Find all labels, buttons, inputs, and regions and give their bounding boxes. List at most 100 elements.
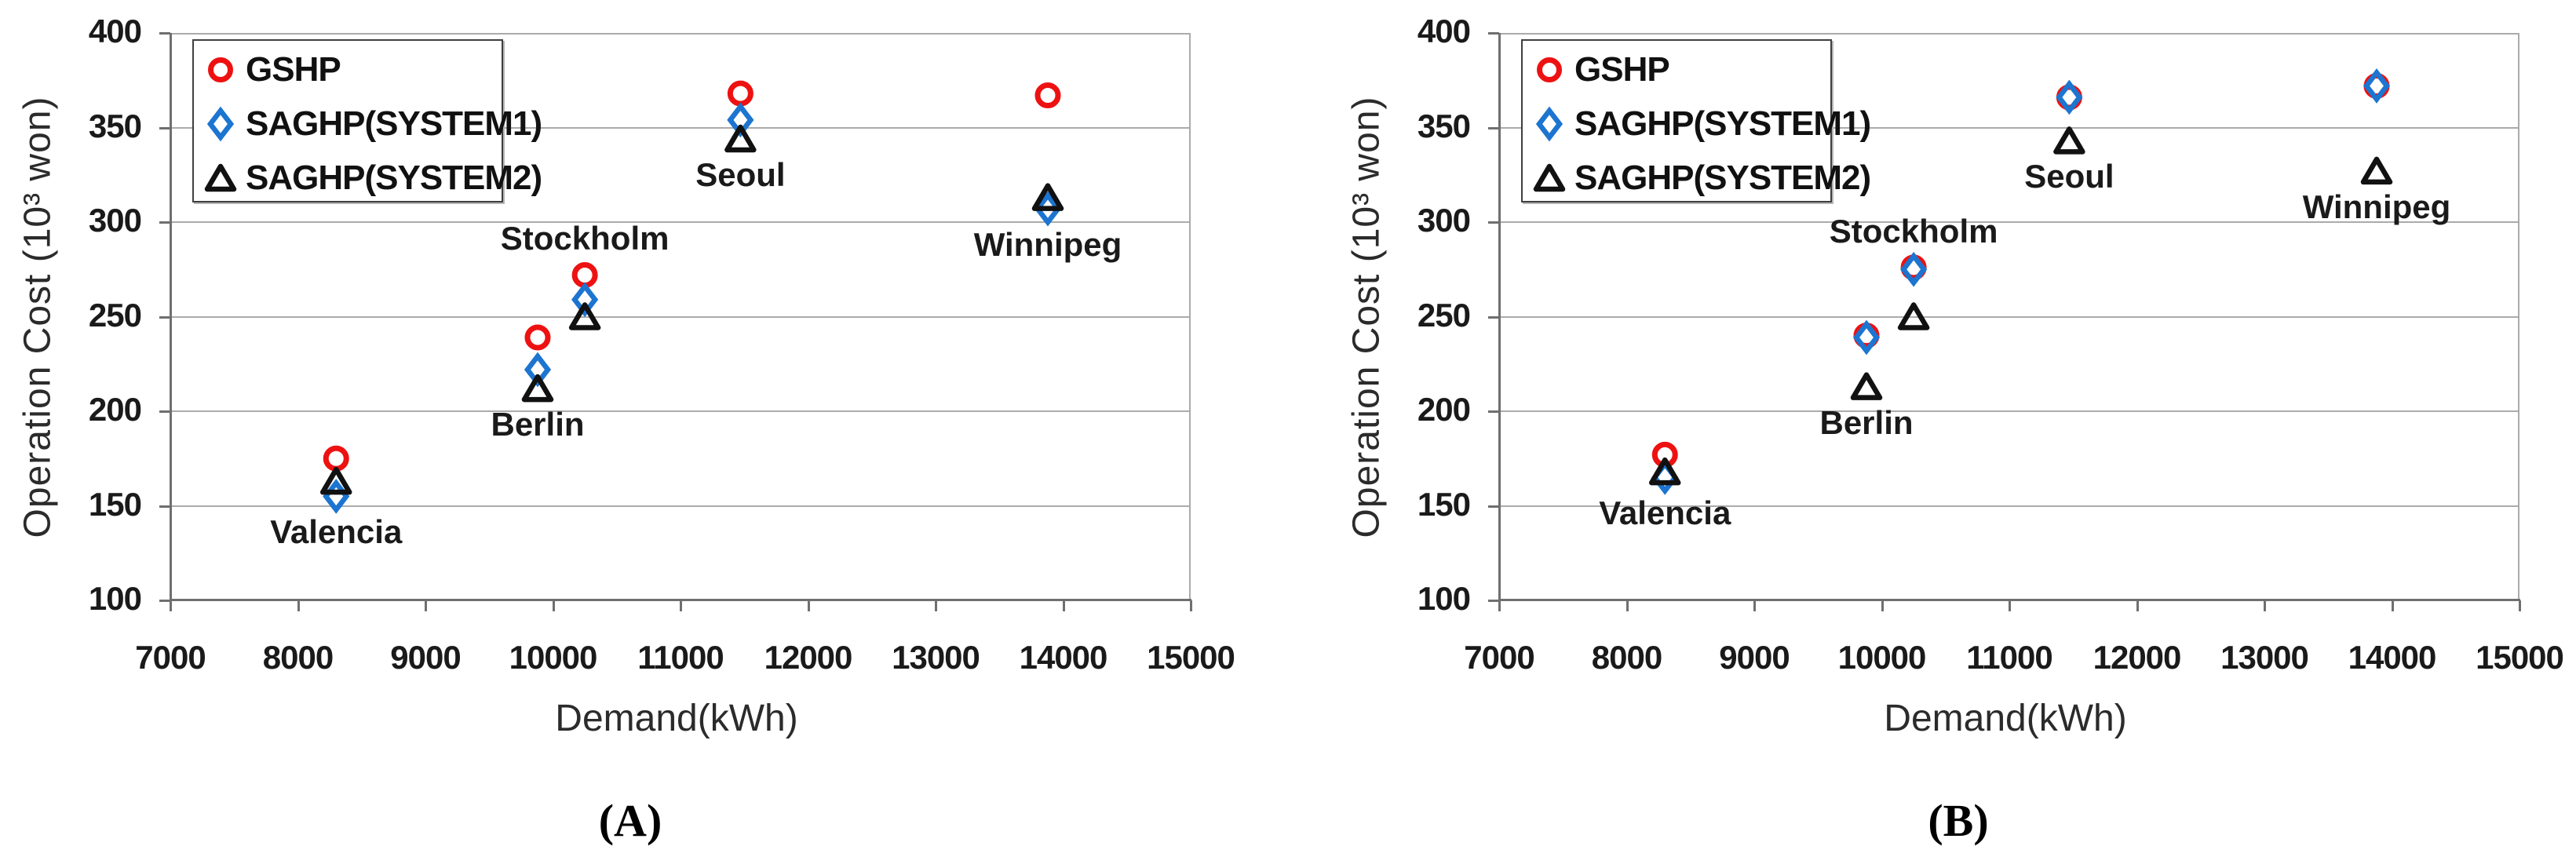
- gridline-y-300: [1499, 221, 2519, 223]
- y-tick-label-150: 150: [88, 485, 142, 523]
- x-tick-label-13000: 13000: [2220, 639, 2309, 676]
- point-SAGHP(SYSTEM2)-Valencia: [1649, 457, 1681, 486]
- city-label-seoul: Seoul: [695, 155, 786, 193]
- y-tick-400: [1488, 32, 1499, 35]
- x-tick-label-7000: 7000: [135, 639, 206, 676]
- x-axis-title: Demand(kWh): [1884, 698, 2127, 739]
- legend-label-saghp(system1): SAGHP(SYSTEM1): [1574, 104, 1871, 143]
- legend-label-gshp: GSHP: [1574, 50, 1670, 89]
- city-label-valencia: Valencia: [1599, 494, 1731, 532]
- y-tick-200: [159, 410, 170, 413]
- y-axis-title: Operation Cost (10³ won): [1345, 96, 1388, 538]
- gridline-y-350: [1499, 126, 2519, 129]
- x-tick-label-7000: 7000: [1464, 639, 1534, 676]
- y-tick-label-300: 300: [88, 202, 142, 239]
- panel-caption-b: (B): [1928, 795, 1989, 846]
- x-tick-10000: [552, 600, 555, 611]
- point-SAGHP(SYSTEM2)-Seoul: [724, 124, 757, 153]
- x-tick-label-11000: 11000: [1966, 639, 2052, 676]
- city-label-stockholm: Stockholm: [1829, 212, 1998, 250]
- gridline-y-250: [1499, 315, 2519, 318]
- x-tick-label-11000: 11000: [637, 639, 724, 676]
- y-tick-150: [159, 505, 170, 508]
- legend-item-saghp(system1): SAGHP(SYSTEM1): [1523, 102, 1871, 146]
- x-tick-label-8000: 8000: [1591, 639, 1662, 676]
- x-tick-12000: [807, 600, 810, 611]
- x-axis-line: [170, 599, 1191, 601]
- x-tick-label-14000: 14000: [1019, 639, 1108, 676]
- gridline-y-350: [170, 126, 1191, 129]
- y-tick-100: [1488, 600, 1499, 602]
- point-SAGHP(SYSTEM1)-Berlin: [524, 352, 552, 388]
- y-tick-label-350: 350: [88, 107, 142, 144]
- y-axis-line: [170, 33, 172, 600]
- legend-label-saghp(system2): SAGHP(SYSTEM2): [1574, 159, 1871, 197]
- point-SAGHP(SYSTEM1)-Winnipeg: [2363, 68, 2391, 104]
- gridline-y-250: [170, 315, 1191, 318]
- gridline-y-150: [1499, 505, 2519, 507]
- x-tick-label-15000: 15000: [2476, 639, 2564, 676]
- x-tick-8000: [297, 600, 300, 611]
- gridline-y-200: [170, 410, 1191, 412]
- x-tick-label-9000: 9000: [390, 639, 461, 676]
- x-tick-7000: [170, 600, 172, 611]
- point-SAGHP(SYSTEM1)-Seoul: [727, 102, 754, 138]
- legend: GSHP SAGHP(SYSTEM1) SAGHP(SYSTEM2): [1521, 39, 1871, 202]
- x-tick-8000: [1626, 600, 1629, 611]
- y-tick-label-250: 250: [1417, 296, 1471, 334]
- x-axis-line: [1498, 599, 2520, 601]
- y-tick-label-100: 100: [88, 580, 142, 617]
- y-tick-300: [159, 221, 170, 224]
- diamond-marker-icon: [1535, 106, 1563, 142]
- y-tick-label-400: 400: [1417, 13, 1471, 49]
- x-tick-14000: [2391, 600, 2394, 611]
- scatter-points-layer: [320, 80, 1064, 514]
- x-tick-label-8000: 8000: [262, 639, 334, 676]
- gridline-y-150: [170, 505, 1191, 507]
- point-SAGHP(SYSTEM2)-Berlin: [521, 374, 554, 403]
- circle-marker-icon: [208, 57, 233, 82]
- legend-label-saghp(system2): SAGHP(SYSTEM2): [246, 159, 542, 197]
- point-SAGHP(SYSTEM2)-Seoul: [2053, 126, 2085, 155]
- y-tick-100: [159, 600, 170, 602]
- x-tick-7000: [1498, 600, 1501, 611]
- point-SAGHP(SYSTEM2)-Stockholm: [568, 302, 601, 330]
- city-label-winnipeg: Winnipeg: [973, 226, 1122, 264]
- x-axis-title: Demand(kWh): [555, 698, 798, 739]
- gridline-y-200: [1499, 410, 2519, 412]
- y-tick-200: [1488, 410, 1499, 413]
- x-tick-label-10000: 10000: [1837, 639, 1927, 676]
- point-SAGHP(SYSTEM2)-Valencia: [320, 466, 352, 495]
- x-tick-15000: [2519, 600, 2521, 611]
- triangle-marker-icon: [204, 163, 237, 192]
- legend-item-saghp(system2): SAGHP(SYSTEM2): [194, 156, 542, 200]
- gridline-y-300: [170, 221, 1191, 223]
- point-SAGHP(SYSTEM1)-Berlin: [1852, 319, 1881, 356]
- x-tick-label-12000: 12000: [2093, 639, 2182, 676]
- x-tick-11000: [680, 600, 682, 611]
- x-tick-label-9000: 9000: [1719, 639, 1790, 676]
- x-tick-15000: [1190, 600, 1192, 611]
- y-tick-400: [159, 32, 170, 35]
- point-SAGHP(SYSTEM2)-Berlin: [1850, 372, 1883, 400]
- y-tick-300: [1488, 221, 1499, 224]
- circle-marker-icon: [1537, 57, 1562, 82]
- point-GSHP-Valencia: [323, 445, 349, 472]
- point-GSHP-Berlin: [524, 324, 551, 351]
- point-GSHP-Winnipeg: [1034, 82, 1061, 109]
- legend-item-saghp(system2): SAGHP(SYSTEM2): [1523, 156, 1871, 200]
- x-tick-10000: [1881, 600, 1884, 611]
- city-label-valencia: Valencia: [270, 513, 403, 551]
- y-tick-label-300: 300: [1417, 202, 1471, 239]
- point-SAGHP(SYSTEM2)-Winnipeg: [1031, 183, 1064, 211]
- x-tick-12000: [2136, 600, 2139, 611]
- y-tick-250: [159, 315, 170, 319]
- point-SAGHP(SYSTEM1)-Stockholm: [1900, 251, 1928, 287]
- y-tick-350: [159, 126, 170, 129]
- city-label-stockholm: Stockholm: [500, 220, 670, 257]
- y-axis-line: [1498, 33, 1501, 600]
- legend-item-gshp: GSHP: [194, 48, 502, 92]
- y-tick-label-350: 350: [1417, 107, 1471, 144]
